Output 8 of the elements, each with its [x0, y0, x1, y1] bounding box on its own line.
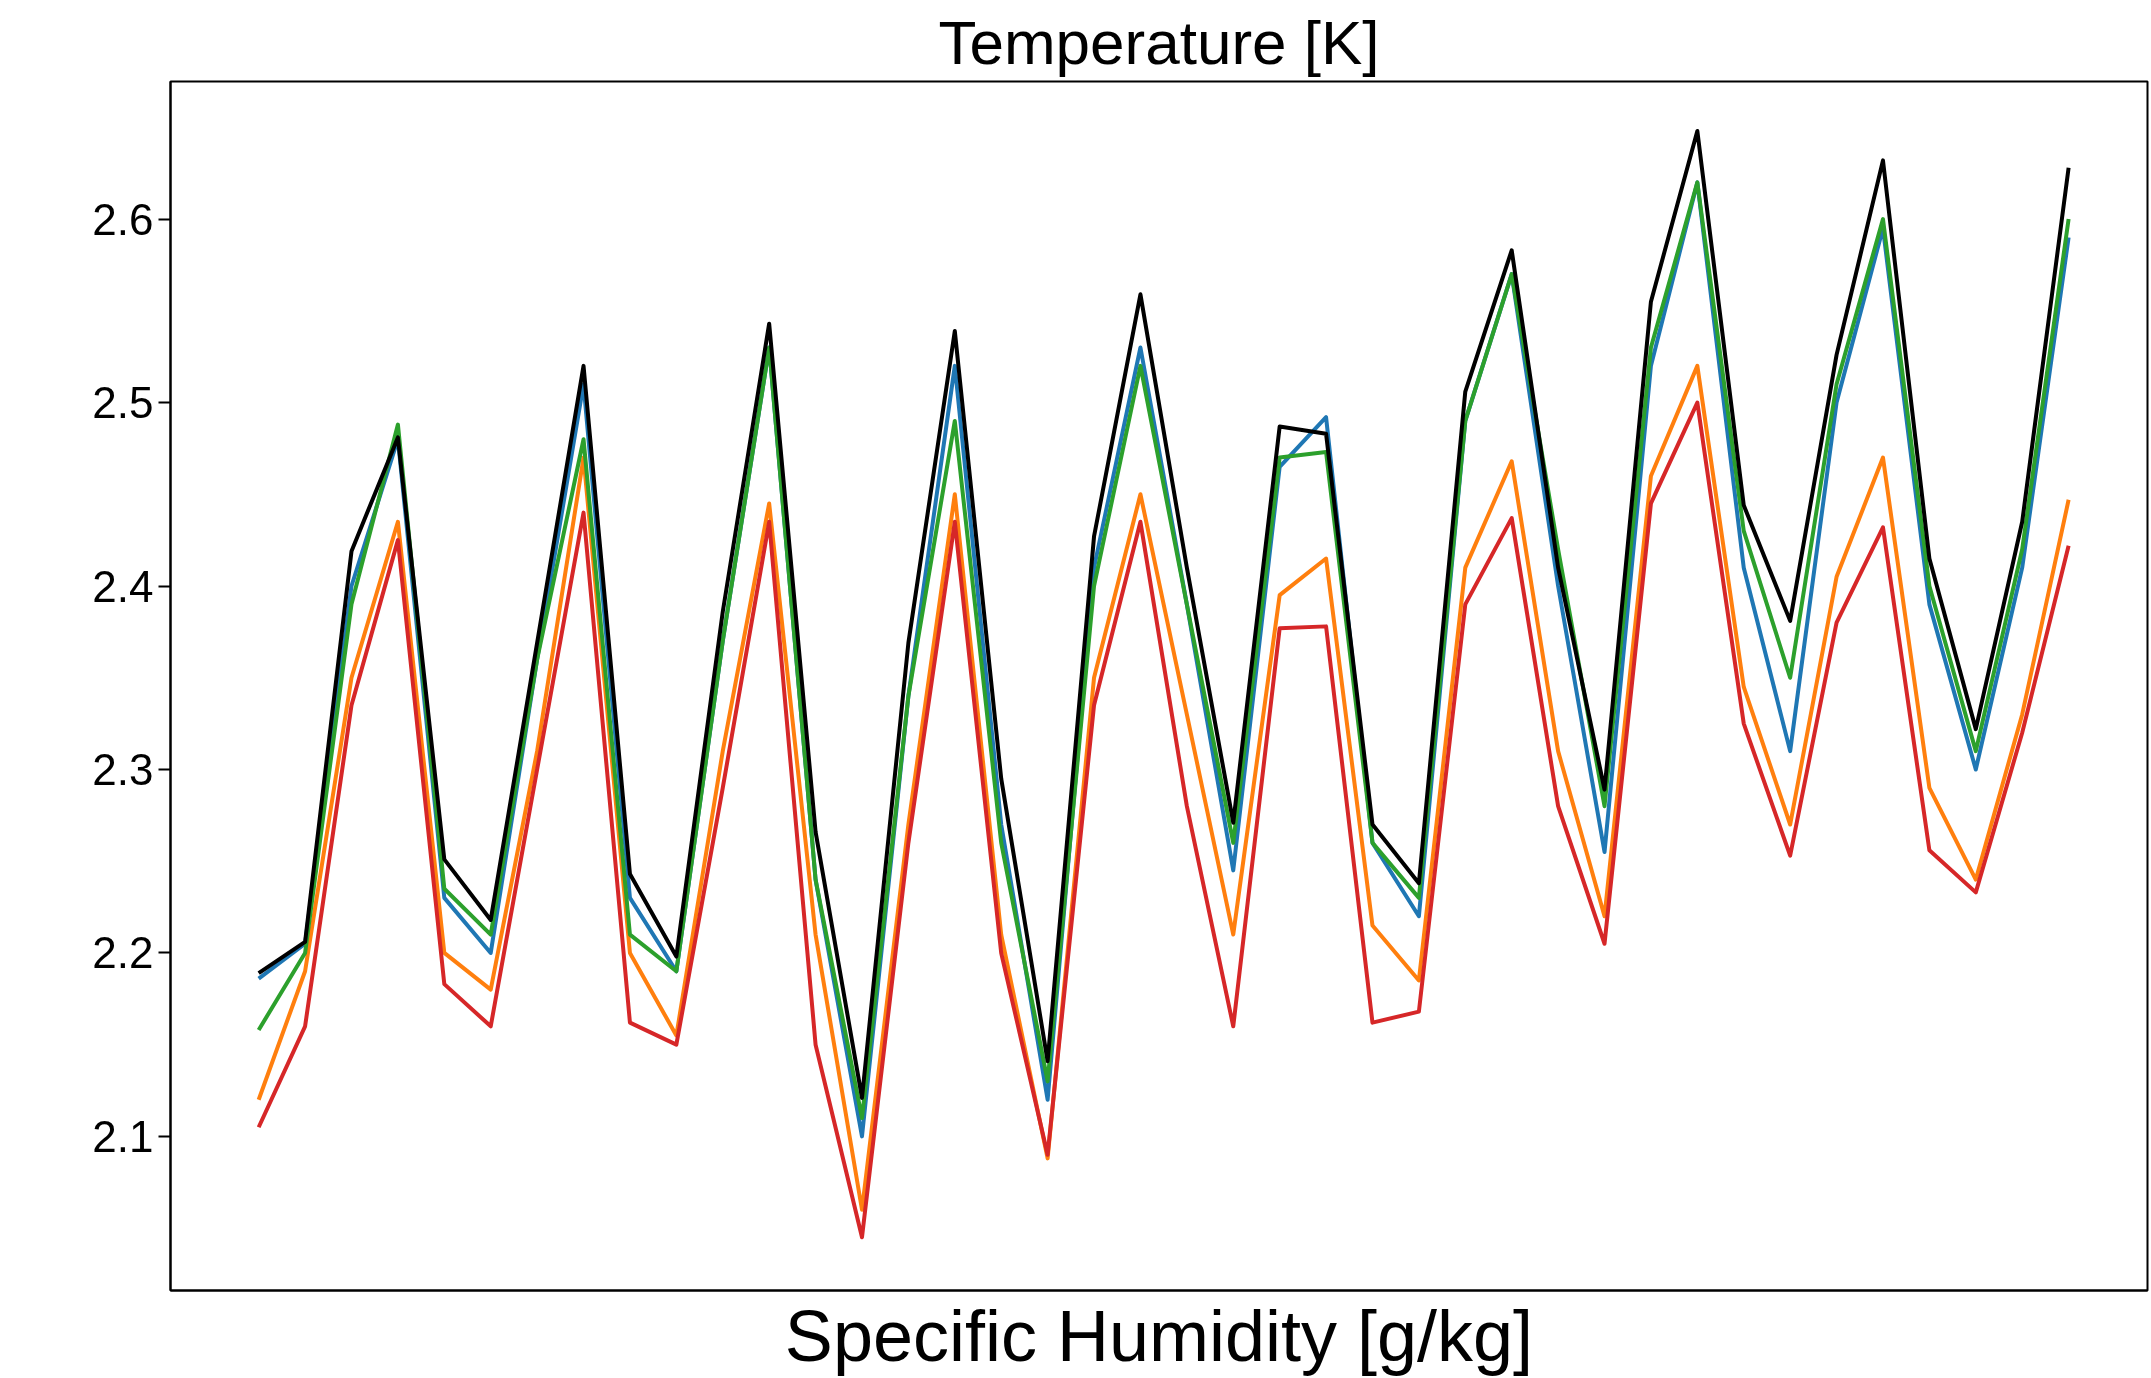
y-tick-label: 2.1	[92, 1111, 154, 1161]
chart-title: Temperature [K]	[938, 7, 1380, 77]
y-tick-label: 2.3	[92, 744, 154, 794]
y-tick-label: 2.4	[92, 561, 154, 611]
y-tick-label: 2.2	[92, 928, 154, 978]
y-tick-label: 2.5	[92, 378, 154, 428]
x-axis-title: Specific Humidity [g/kg]	[784, 1295, 1534, 1376]
y-tick-label: 2.6	[92, 194, 154, 244]
